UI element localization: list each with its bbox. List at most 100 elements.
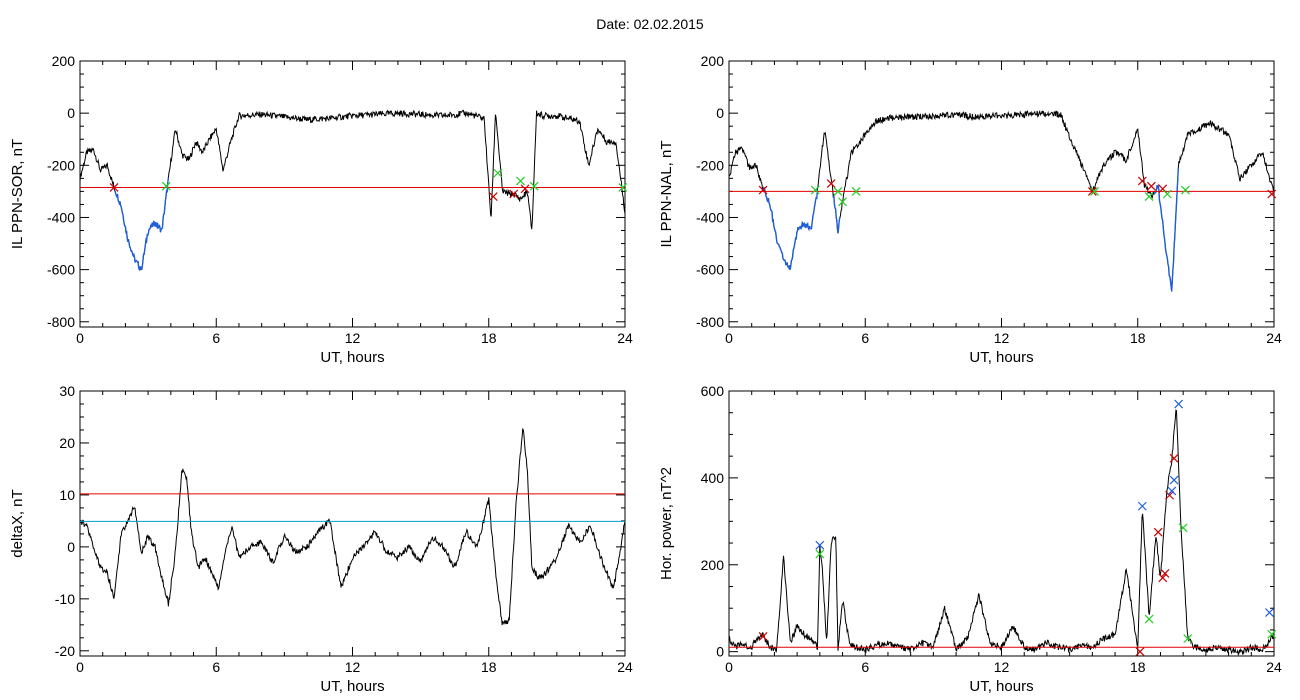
y-tick-label: -600 [696,262,724,278]
x-tick-label: 0 [725,330,733,346]
marker-green [810,185,820,195]
x-tick-label: 18 [481,659,497,675]
y-tick-label: -10 [55,591,75,607]
marker-red [1135,647,1145,657]
y-axis-title: deltaX, nT [9,489,26,557]
series-line [728,109,1275,292]
y-tick-label: 0 [67,105,75,121]
marker-red [520,184,530,194]
y-tick-label: -400 [696,209,724,225]
marker-green [1144,192,1154,202]
y-tick-label: 0 [67,539,75,555]
x-tick-label: 0 [76,659,84,675]
chart-deltax: 0 6 12 18 24 30 20 10 0 -10 -20 UT, hours deltaX, nT [9,383,633,695]
y-tick-label: 200 [701,557,725,573]
chart-il-sor: 0 6 12 18 24 200 0 -200 -400 -600 -800 UT, hours IL … [9,53,633,366]
marker-green [1183,634,1193,644]
x-tick-label: 18 [481,330,497,346]
y-tick-label: -200 [47,157,75,173]
y-tick-label: 20 [59,435,75,451]
y-tick-label: -800 [47,314,75,330]
plot-frame [79,60,626,328]
y-tick-label: -200 [696,157,724,173]
marker-red [1146,181,1156,191]
marker-blue [1174,399,1184,409]
marker-red [1137,176,1147,186]
marker-red [1153,527,1163,537]
y-axis-title: IL PPN-NAL, nT [658,141,675,248]
x-tick-label: 0 [76,330,84,346]
marker-red [1165,490,1174,500]
marker-green [1181,185,1190,195]
y-tick-label: 200 [701,53,725,69]
marker-green [851,186,861,196]
highlight-segment [113,177,170,272]
marker-green [838,197,847,207]
marker-green [815,549,825,559]
marker-green [1162,189,1172,199]
x-tick-label: 12 [994,330,1010,346]
y-tick-label: -20 [55,643,75,659]
figure-title: Date: 02.02.2015 [596,16,704,32]
y-tick-label: 0 [716,644,724,660]
marker-red [1158,573,1168,583]
marker-red [509,189,519,199]
marker-green [529,181,539,191]
highlight-segment [762,186,819,271]
chart-hor-power: 0 6 12 18 24 600 400 200 0 UT, hours Hor. power, n… [658,383,1282,695]
y-tick-label: 600 [701,383,725,399]
marker-blue [1169,475,1179,485]
y-tick-label: 10 [59,487,75,503]
y-tick-label: 30 [59,383,75,399]
marker-green [618,183,628,192]
x-tick-label: 18 [1130,330,1146,346]
x-tick-label: 24 [1266,330,1282,346]
x-tick-label: 12 [345,659,361,675]
marker-red [758,632,768,641]
y-tick-label: 400 [701,470,725,486]
y-tick-label: -600 [47,262,75,278]
x-tick-label: 24 [617,659,633,675]
marker-red [826,179,836,188]
y-tick-label: 200 [52,53,76,69]
marker-green [1144,614,1154,624]
y-tick-label: -800 [696,314,724,330]
y-tick-label: 0 [716,105,724,121]
marker-red [109,183,119,192]
x-tick-label: 24 [1266,659,1282,675]
highlight-segment [1153,167,1179,292]
x-axis-title: UT, hours [320,349,384,366]
x-axis-title: UT, hours [320,678,384,695]
marker-green [833,186,843,196]
x-tick-label: 24 [617,330,633,346]
series-line [728,409,1275,656]
x-tick-label: 12 [994,659,1010,675]
marker-red [1087,186,1097,196]
plot-frame [728,390,1275,657]
y-tick-label: -400 [47,209,75,225]
marker-green [1178,523,1188,533]
x-tick-label: 12 [345,330,361,346]
x-tick-label: 6 [861,330,869,346]
chart-il-nal: 0 6 12 18 24 200 0 -200 -400 -600 -800 UT, hours IL … [658,53,1282,366]
x-tick-label: 0 [725,659,733,675]
x-tick-label: 6 [212,659,220,675]
marker-red [488,192,498,202]
marker-red [1160,569,1170,578]
marker-red [758,185,768,195]
marker-green [161,181,171,191]
series-line [79,109,626,271]
marker-green [516,176,525,186]
marker-red [1169,453,1179,463]
x-tick-label: 18 [1130,659,1146,675]
y-axis-title: IL PPN-SOR, nT [9,139,26,249]
plot-frame [728,60,1275,328]
x-axis-title: UT, hours [969,349,1033,366]
plot-frame [79,390,626,657]
marker-blue [1137,501,1147,511]
marker-red [1267,189,1277,199]
series-line [79,427,626,626]
marker-green [1267,629,1277,639]
marker-blue [1167,486,1177,496]
